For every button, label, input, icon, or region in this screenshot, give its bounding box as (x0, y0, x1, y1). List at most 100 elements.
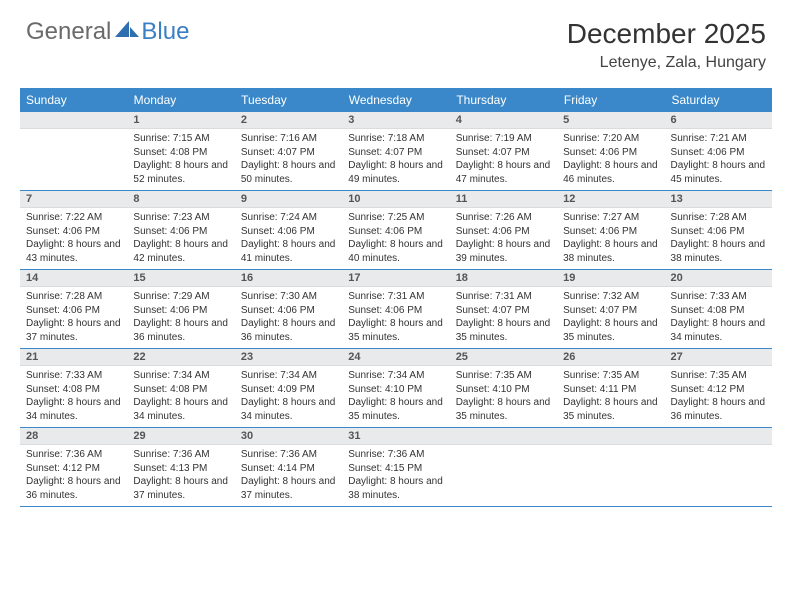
day-cell: 10Sunrise: 7:25 AMSunset: 4:06 PMDayligh… (342, 191, 449, 269)
day-content: Sunrise: 7:33 AMSunset: 4:08 PMDaylight:… (20, 366, 127, 427)
day-cell (557, 428, 664, 506)
daylight-text: Daylight: 8 hours and 39 minutes. (456, 238, 551, 265)
sunset-text: Sunset: 4:07 PM (348, 146, 443, 160)
day-number: 11 (450, 191, 557, 208)
day-cell: 24Sunrise: 7:34 AMSunset: 4:10 PMDayligh… (342, 349, 449, 427)
sunrise-text: Sunrise: 7:34 AM (348, 369, 443, 383)
daylight-text: Daylight: 8 hours and 35 minutes. (563, 317, 658, 344)
sunrise-text: Sunrise: 7:15 AM (133, 132, 228, 146)
day-content: Sunrise: 7:33 AMSunset: 4:08 PMDaylight:… (665, 287, 772, 348)
day-number: 13 (665, 191, 772, 208)
daylight-text: Daylight: 8 hours and 36 minutes. (133, 317, 228, 344)
sunrise-text: Sunrise: 7:20 AM (563, 132, 658, 146)
day-cell (20, 112, 127, 190)
day-number: 1 (127, 112, 234, 129)
day-cell: 22Sunrise: 7:34 AMSunset: 4:08 PMDayligh… (127, 349, 234, 427)
weekday-header: Thursday (450, 88, 558, 112)
day-cell: 30Sunrise: 7:36 AMSunset: 4:14 PMDayligh… (235, 428, 342, 506)
page-header: General Blue December 2025 Letenye, Zala… (0, 0, 792, 80)
daylight-text: Daylight: 8 hours and 47 minutes. (456, 159, 551, 186)
daylight-text: Daylight: 8 hours and 37 minutes. (26, 317, 121, 344)
day-number: 20 (665, 270, 772, 287)
sunset-text: Sunset: 4:06 PM (241, 225, 336, 239)
daylight-text: Daylight: 8 hours and 40 minutes. (348, 238, 443, 265)
location-label: Letenye, Zala, Hungary (567, 54, 766, 72)
day-content: Sunrise: 7:31 AMSunset: 4:07 PMDaylight:… (450, 287, 557, 348)
day-number: 19 (557, 270, 664, 287)
day-number: 31 (342, 428, 449, 445)
day-content: Sunrise: 7:36 AMSunset: 4:14 PMDaylight:… (235, 445, 342, 506)
daylight-text: Daylight: 8 hours and 43 minutes. (26, 238, 121, 265)
sunset-text: Sunset: 4:06 PM (671, 225, 766, 239)
weekday-header: Monday (128, 88, 236, 112)
logo-sail-icon (115, 18, 141, 46)
day-cell: 19Sunrise: 7:32 AMSunset: 4:07 PMDayligh… (557, 270, 664, 348)
sunset-text: Sunset: 4:07 PM (241, 146, 336, 160)
day-content: Sunrise: 7:36 AMSunset: 4:13 PMDaylight:… (127, 445, 234, 506)
day-number: 12 (557, 191, 664, 208)
day-cell: 16Sunrise: 7:30 AMSunset: 4:06 PMDayligh… (235, 270, 342, 348)
day-number: 4 (450, 112, 557, 129)
daylight-text: Daylight: 8 hours and 38 minutes. (348, 475, 443, 502)
sunset-text: Sunset: 4:08 PM (133, 146, 228, 160)
sunrise-text: Sunrise: 7:36 AM (348, 448, 443, 462)
day-cell (450, 428, 557, 506)
weeks-container: 1Sunrise: 7:15 AMSunset: 4:08 PMDaylight… (20, 112, 772, 507)
day-content: Sunrise: 7:15 AMSunset: 4:08 PMDaylight:… (127, 129, 234, 190)
day-number: 3 (342, 112, 449, 129)
day-number: 6 (665, 112, 772, 129)
sunset-text: Sunset: 4:14 PM (241, 462, 336, 476)
day-content: Sunrise: 7:35 AMSunset: 4:10 PMDaylight:… (450, 366, 557, 427)
day-cell: 6Sunrise: 7:21 AMSunset: 4:06 PMDaylight… (665, 112, 772, 190)
day-cell: 11Sunrise: 7:26 AMSunset: 4:06 PMDayligh… (450, 191, 557, 269)
day-number: 16 (235, 270, 342, 287)
brand-logo: General Blue (26, 18, 189, 46)
month-title: December 2025 (567, 18, 766, 50)
weekday-header: Sunday (20, 88, 128, 112)
daylight-text: Daylight: 8 hours and 35 minutes. (456, 396, 551, 423)
sunset-text: Sunset: 4:08 PM (26, 383, 121, 397)
sunset-text: Sunset: 4:12 PM (671, 383, 766, 397)
daylight-text: Daylight: 8 hours and 36 minutes. (671, 396, 766, 423)
daylight-text: Daylight: 8 hours and 38 minutes. (671, 238, 766, 265)
sunset-text: Sunset: 4:06 PM (133, 304, 228, 318)
sunrise-text: Sunrise: 7:34 AM (241, 369, 336, 383)
weekday-header: Tuesday (235, 88, 343, 112)
day-content: Sunrise: 7:18 AMSunset: 4:07 PMDaylight:… (342, 129, 449, 190)
sunrise-text: Sunrise: 7:31 AM (348, 290, 443, 304)
daylight-text: Daylight: 8 hours and 41 minutes. (241, 238, 336, 265)
sunset-text: Sunset: 4:13 PM (133, 462, 228, 476)
day-number: 28 (20, 428, 127, 445)
sunrise-text: Sunrise: 7:33 AM (671, 290, 766, 304)
day-cell: 14Sunrise: 7:28 AMSunset: 4:06 PMDayligh… (20, 270, 127, 348)
weekday-header-row: SundayMondayTuesdayWednesdayThursdayFrid… (20, 88, 772, 112)
day-content: Sunrise: 7:27 AMSunset: 4:06 PMDaylight:… (557, 208, 664, 269)
daylight-text: Daylight: 8 hours and 35 minutes. (456, 317, 551, 344)
day-content: Sunrise: 7:28 AMSunset: 4:06 PMDaylight:… (665, 208, 772, 269)
day-content: Sunrise: 7:24 AMSunset: 4:06 PMDaylight:… (235, 208, 342, 269)
day-number: 5 (557, 112, 664, 129)
day-cell: 3Sunrise: 7:18 AMSunset: 4:07 PMDaylight… (342, 112, 449, 190)
day-content: Sunrise: 7:28 AMSunset: 4:06 PMDaylight:… (20, 287, 127, 348)
day-content (20, 129, 127, 185)
day-number: 30 (235, 428, 342, 445)
day-number (20, 112, 127, 129)
day-number: 24 (342, 349, 449, 366)
daylight-text: Daylight: 8 hours and 38 minutes. (563, 238, 658, 265)
sunset-text: Sunset: 4:06 PM (241, 304, 336, 318)
day-content: Sunrise: 7:23 AMSunset: 4:06 PMDaylight:… (127, 208, 234, 269)
daylight-text: Daylight: 8 hours and 34 minutes. (26, 396, 121, 423)
sunrise-text: Sunrise: 7:36 AM (26, 448, 121, 462)
sunset-text: Sunset: 4:09 PM (241, 383, 336, 397)
day-number: 14 (20, 270, 127, 287)
day-number (665, 428, 772, 445)
day-number: 26 (557, 349, 664, 366)
sunrise-text: Sunrise: 7:34 AM (133, 369, 228, 383)
day-cell: 9Sunrise: 7:24 AMSunset: 4:06 PMDaylight… (235, 191, 342, 269)
day-content: Sunrise: 7:30 AMSunset: 4:06 PMDaylight:… (235, 287, 342, 348)
sunrise-text: Sunrise: 7:19 AM (456, 132, 551, 146)
daylight-text: Daylight: 8 hours and 35 minutes. (563, 396, 658, 423)
sunrise-text: Sunrise: 7:33 AM (26, 369, 121, 383)
daylight-text: Daylight: 8 hours and 37 minutes. (133, 475, 228, 502)
day-content: Sunrise: 7:19 AMSunset: 4:07 PMDaylight:… (450, 129, 557, 190)
